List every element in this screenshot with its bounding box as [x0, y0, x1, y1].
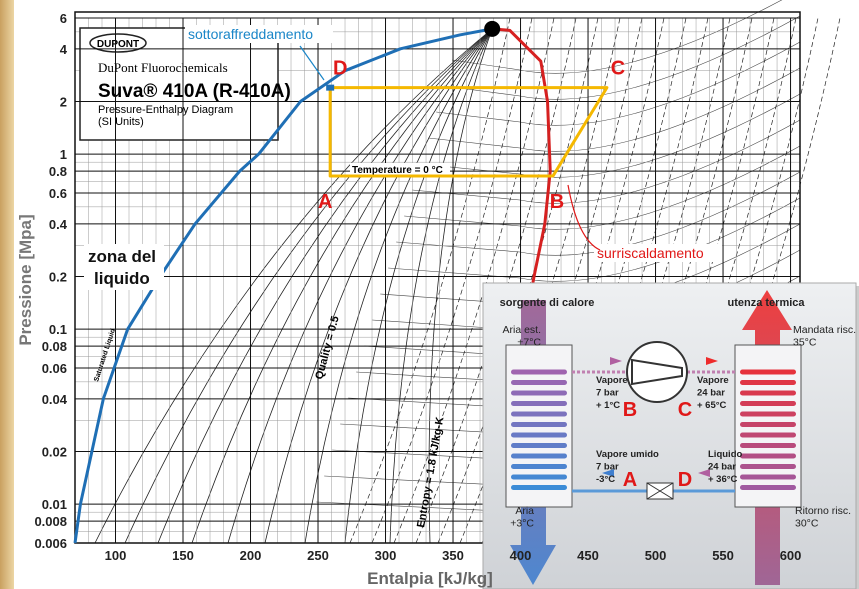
- inset-label: Mandata risc.: [793, 324, 856, 336]
- tube: [740, 464, 796, 469]
- x-tick-label: 100: [105, 548, 127, 563]
- tube: [740, 454, 796, 459]
- inset-label: +3°C: [510, 518, 534, 530]
- inset-point: B: [623, 399, 637, 421]
- inset-label: Vapore umido: [596, 449, 659, 460]
- inset-point: A: [623, 469, 637, 491]
- tube: [740, 475, 796, 480]
- tube: [511, 454, 567, 459]
- tube: [511, 485, 567, 490]
- y-tick-label: 0.08: [42, 339, 67, 354]
- y-tick-label: 0.008: [34, 514, 67, 529]
- subcooling-label: sottoraffreddamento: [188, 26, 313, 42]
- product: Suva® 410A (R-410A): [98, 81, 291, 102]
- tube: [511, 380, 567, 385]
- y-tick-label: 0.06: [42, 361, 67, 376]
- tube: [511, 433, 567, 438]
- isotherm-label: Temperature = 0 °C: [352, 165, 443, 176]
- tube: [740, 433, 796, 438]
- y-tick-label: 1: [60, 147, 67, 162]
- units: (SI Units): [98, 116, 144, 128]
- inset-label: 7 bar: [596, 462, 619, 473]
- x-axis-title: Entalpia [kJ/kg]: [367, 569, 493, 588]
- zone-label: zona del: [88, 247, 156, 266]
- y-tick-label: 0.2: [49, 269, 67, 284]
- inset-label: 7 bar: [596, 388, 619, 399]
- inset-label: + 65°C: [697, 400, 727, 411]
- state-point-label: B: [550, 191, 564, 213]
- inset-label: + 1°C: [596, 400, 620, 411]
- tube: [740, 422, 796, 427]
- page: DUPONT DuPont Fluorochemicals Suva® 410A…: [0, 0, 859, 589]
- superheating-label: surriscaldamento: [597, 245, 704, 261]
- y-tick-label: 0.01: [42, 497, 67, 512]
- inset-label: Liquido: [708, 449, 742, 460]
- subcool-marker: [326, 85, 334, 91]
- inset-label: +7°C: [517, 337, 541, 349]
- inset-label: 24 bar: [697, 388, 725, 399]
- x-tick-label: 200: [240, 548, 262, 563]
- tube: [511, 401, 567, 406]
- source-title: sorgente di calore: [500, 297, 595, 309]
- inset-label: 35°C: [793, 337, 817, 349]
- tube: [740, 485, 796, 490]
- y-tick-label: 0.02: [42, 444, 67, 459]
- tube: [511, 475, 567, 480]
- x-tick-label: 150: [172, 548, 194, 563]
- y-tick-label: 0.6: [49, 186, 67, 201]
- diagram-name: Pressure-Enthalpy Diagram: [98, 104, 233, 116]
- tube: [511, 422, 567, 427]
- state-point-label: D: [333, 58, 347, 80]
- x-tick-label: 450: [577, 548, 599, 563]
- compressor: [627, 342, 687, 402]
- inset-label: 24 bar: [708, 462, 736, 473]
- tube: [740, 380, 796, 385]
- y-tick-label: 0.1: [49, 322, 67, 337]
- tube: [511, 391, 567, 396]
- inset-label: Vapore: [596, 375, 628, 386]
- tube: [740, 391, 796, 396]
- tube: [511, 370, 567, 375]
- inset-label: Vapore: [697, 375, 729, 386]
- state-point-label: A: [318, 191, 332, 213]
- tube: [511, 464, 567, 469]
- inset-label: Ritorno risc.: [795, 505, 851, 517]
- x-tick-label: 300: [375, 548, 397, 563]
- tube: [740, 370, 796, 375]
- y-tick-label: 0.8: [49, 164, 67, 179]
- y-tick-label: 0.4: [49, 217, 68, 232]
- inset-label: 30°C: [795, 518, 819, 530]
- x-tick-label: 500: [645, 548, 667, 563]
- heat-pump-scheme: sorgente di calore utenza termica Aria e…: [483, 283, 859, 589]
- zone-label: liquido: [94, 269, 150, 288]
- tube: [511, 412, 567, 417]
- y-tick-label: 0.006: [34, 536, 67, 551]
- state-point-label: C: [611, 58, 625, 80]
- inset-label: + 36°C: [708, 474, 738, 485]
- critical-point: [484, 21, 500, 37]
- y-tick-label: 4: [60, 42, 68, 57]
- inset-label: Aria: [515, 505, 534, 517]
- side-strip: [0, 0, 14, 589]
- x-tick-label: 550: [712, 548, 734, 563]
- inset-label: Aria est.: [502, 324, 541, 336]
- y-tick-label: 6: [60, 11, 67, 26]
- tube: [740, 412, 796, 417]
- inset-point: D: [678, 469, 692, 491]
- inset-label: -3°C: [596, 474, 615, 485]
- y-tick-label: 0.04: [42, 392, 68, 407]
- y-axis-title: Pressione [Mpa]: [16, 214, 35, 345]
- inset-point: C: [678, 399, 692, 421]
- y-tick-label: 2: [60, 94, 67, 109]
- tube: [740, 401, 796, 406]
- x-tick-label: 250: [307, 548, 329, 563]
- brand: DuPont Fluorochemicals: [98, 60, 228, 75]
- x-tick-label: 350: [442, 548, 464, 563]
- x-tick-label: 400: [510, 548, 532, 563]
- tube: [511, 443, 567, 448]
- sink-title: utenza termica: [727, 297, 805, 309]
- tube: [740, 443, 796, 448]
- x-tick-label: 600: [780, 548, 802, 563]
